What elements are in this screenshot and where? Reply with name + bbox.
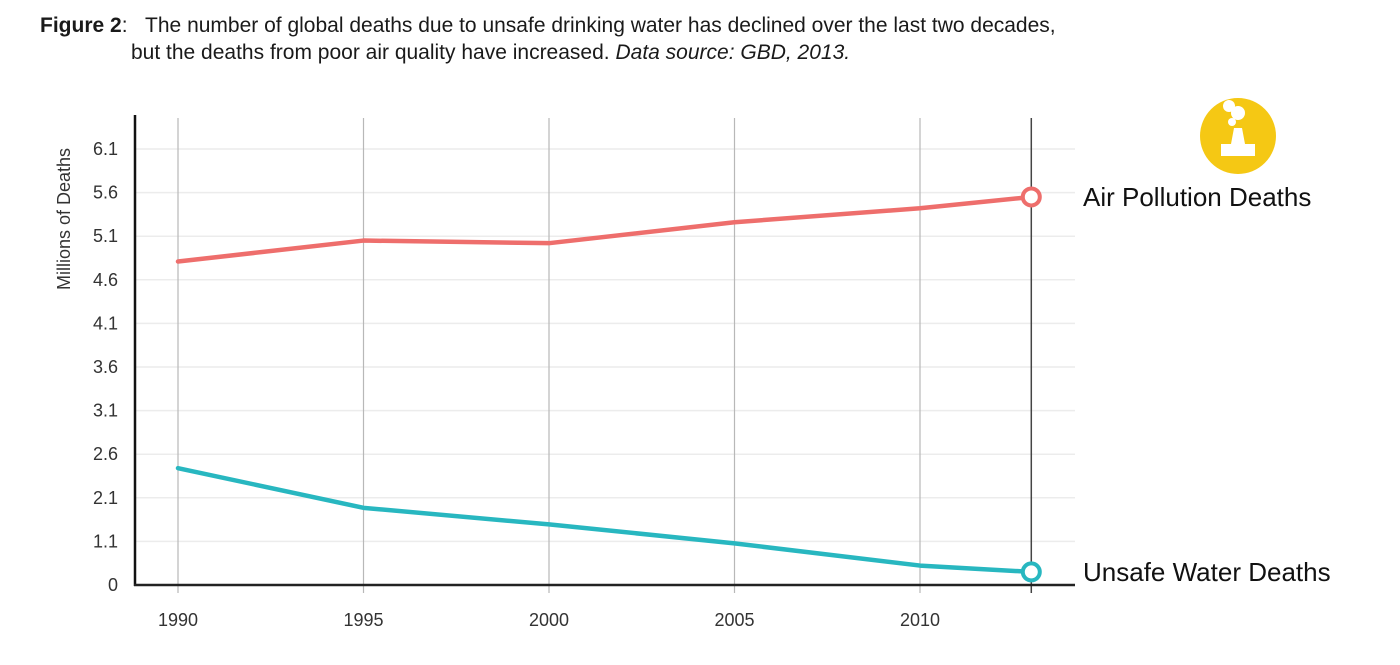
series-label: Unsafe Water Deaths — [1083, 557, 1331, 587]
factory-smoke-icon — [1200, 98, 1276, 174]
y-axis-label: Millions of Deaths — [54, 148, 74, 290]
y-tick-label: 4.1 — [93, 313, 118, 333]
axes — [133, 115, 1075, 587]
figure-label: Figure 2 — [40, 14, 122, 37]
series-line-0 — [175, 194, 1034, 264]
figure-caption: Figure 2: The number of global deaths du… — [40, 12, 1056, 66]
x-tick-labels: 1990 1995 2000 2005 2010 — [158, 610, 940, 630]
caption-text-1: The number of global deaths due to unsaf… — [145, 14, 1056, 37]
figure-label-colon: : — [121, 14, 128, 37]
series-end-marker — [1020, 561, 1042, 583]
data-source: Data source: GBD, 2013. — [615, 41, 851, 64]
series-label: Air Pollution Deaths — [1083, 182, 1311, 212]
y-tick-label: 3.1 — [93, 401, 118, 421]
series-labels: Air Pollution Deaths Unsafe Water Deaths — [1083, 182, 1331, 587]
horizontal-gridlines — [135, 148, 1075, 543]
x-tick-label: 2005 — [714, 610, 754, 630]
y-tick-labels: 0 1.1 2.1 2.6 3.1 3.6 4.1 4.6 5.1 5.6 6.1 — [93, 139, 118, 595]
y-tick-label: 2.6 — [93, 444, 118, 464]
vertical-gridlines — [177, 118, 1033, 593]
y-tick-label: 2.1 — [93, 488, 118, 508]
y-tick-label: 6.1 — [93, 139, 118, 159]
series-line-1 — [175, 465, 1034, 575]
y-tick-label: 0 — [108, 575, 118, 595]
series-end-marker — [1020, 186, 1042, 208]
y-tick-label: 3.6 — [93, 357, 118, 377]
y-tick-label: 1.1 — [93, 531, 118, 551]
caption-line-2: but the deaths from poor air quality hav… — [40, 39, 1056, 66]
y-tick-label: 5.6 — [93, 183, 118, 203]
caption-line-1: Figure 2: The number of global deaths du… — [40, 12, 1056, 39]
x-tick-label: 1990 — [158, 610, 198, 630]
y-tick-label: 5.1 — [93, 226, 118, 246]
y-tick-label: 4.6 — [93, 270, 118, 290]
x-tick-label: 1995 — [343, 610, 383, 630]
caption-text-2: but the deaths from poor air quality hav… — [131, 41, 610, 64]
x-tick-label: 2010 — [900, 610, 940, 630]
x-tick-label: 2000 — [529, 610, 569, 630]
series-lines — [175, 186, 1042, 583]
